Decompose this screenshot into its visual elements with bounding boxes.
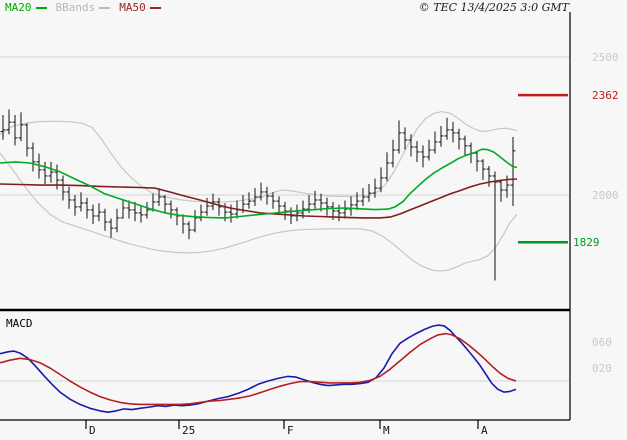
ma20-line — [0, 148, 518, 219]
legend-item-ma50: MA50 — [119, 2, 161, 14]
macd-line — [0, 324, 517, 414]
ma50-legend-swatch — [149, 7, 161, 9]
macd-panel-title: MACD — [6, 317, 33, 330]
x-axis-label: M — [383, 424, 390, 437]
macd-signal-line — [0, 332, 517, 406]
x-axis-label: A — [481, 424, 488, 437]
bbands-legend-label: BBands — [55, 1, 96, 14]
ma50-line — [0, 178, 518, 219]
bbands-legend-swatch — [99, 7, 111, 9]
y-axis-label: 1829 — [573, 236, 600, 249]
copyright-text: © TEC 13/4/2025 3:0 GMT — [418, 1, 569, 14]
macd-scale-label: 060 — [592, 336, 612, 349]
legend-item-bbands: BBands — [56, 2, 111, 14]
bollinger-lower-line — [0, 152, 518, 272]
ma20-legend-label: MA20 — [5, 1, 32, 14]
x-axis-label: D — [89, 424, 96, 437]
x-axis-label: 25 — [182, 424, 195, 437]
legend-item-ma20: MA20 — [5, 2, 47, 14]
ma50-legend-label: MA50 — [119, 1, 146, 14]
bollinger-upper-line — [0, 110, 518, 203]
y-axis-label: 2000 — [592, 189, 619, 202]
y-axis-label: 2362 — [592, 89, 619, 102]
y-axis-label: 2500 — [592, 51, 619, 64]
ma20-legend-swatch — [35, 7, 47, 9]
macd-scale-label: 020 — [592, 362, 612, 375]
indicator-legend: MA20 BBands MA50 — [5, 2, 161, 14]
x-axis-label: F — [287, 424, 294, 437]
